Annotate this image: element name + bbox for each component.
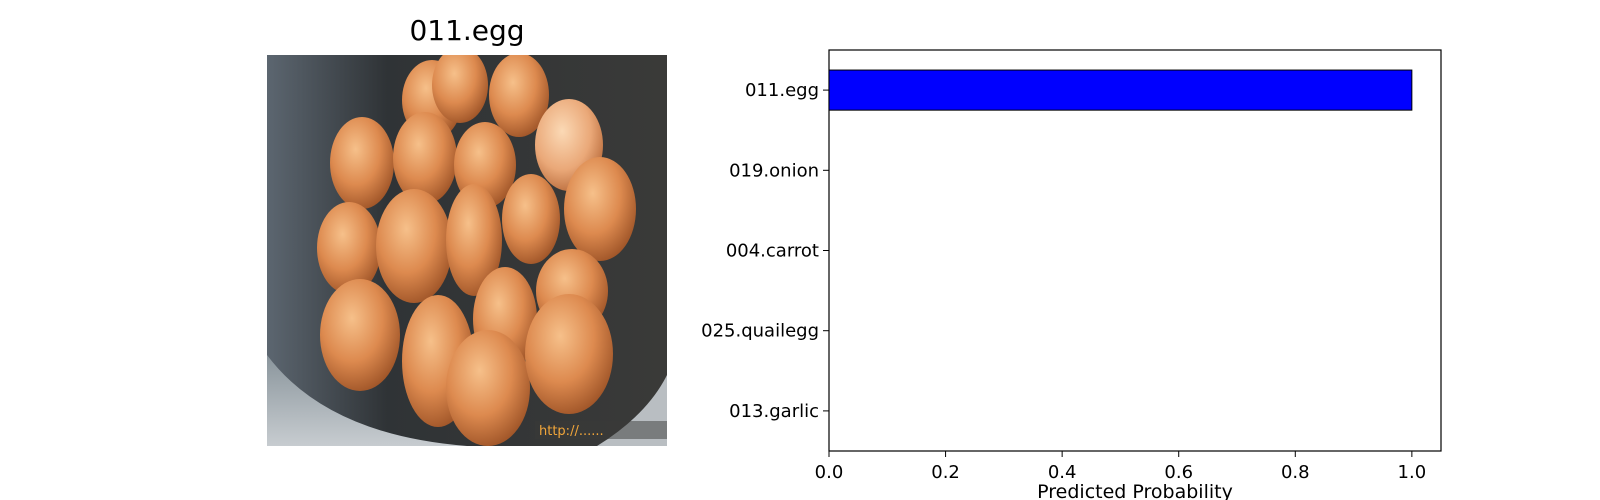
y-tick-label: 025.quailegg (701, 321, 819, 342)
x-tick-label: 0.0 (815, 462, 844, 483)
egg-photo: http://...... (267, 55, 667, 446)
y-tick-label: 019.onion (729, 160, 819, 181)
x-tick-label: 0.6 (1164, 462, 1193, 483)
y-tick-label: 013.garlic (729, 401, 819, 422)
x-tick-label: 0.4 (1048, 462, 1077, 483)
image-title: 011.egg (409, 14, 525, 47)
x-tick-label: 1.0 (1398, 462, 1427, 483)
x-tick-label: 0.8 (1281, 462, 1310, 483)
x-axis-label: Predicted Probability (1037, 481, 1233, 500)
bar-011.egg (828, 69, 1413, 111)
x-tick-label: 0.2 (931, 462, 960, 483)
y-tick-label: 004.carrot (726, 241, 819, 262)
y-tick-label: 011.egg (745, 80, 819, 101)
photo-watermark: http://...... (539, 424, 604, 439)
